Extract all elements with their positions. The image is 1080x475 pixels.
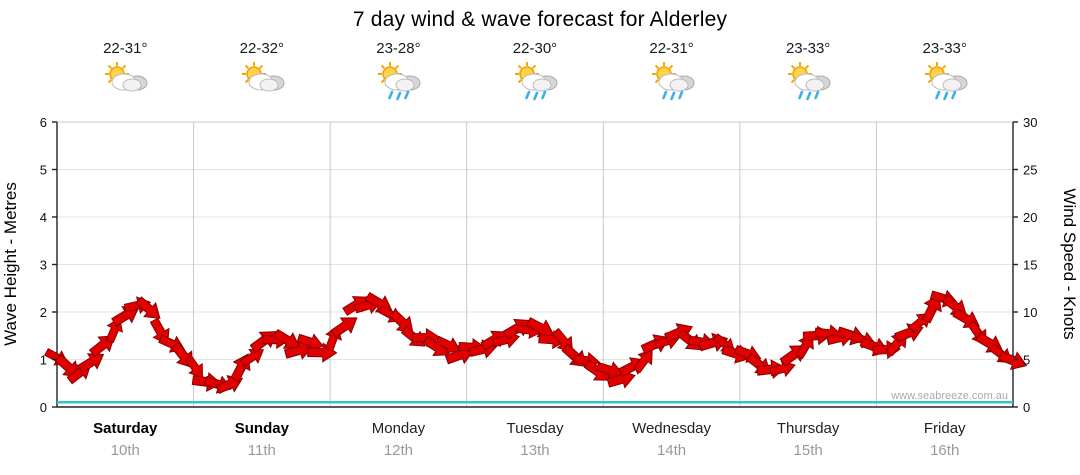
day-header: 22-30°	[467, 40, 604, 108]
watermark: www.seabreeze.com.au	[890, 390, 1008, 402]
left-tick-label: 3	[40, 258, 47, 273]
left-tick-label: 0	[40, 400, 47, 415]
cloud-icon	[248, 73, 285, 92]
cloud-icon	[521, 73, 558, 92]
left-axis-label: Wave Height - Metres	[1, 182, 20, 346]
day-footer: Sunday 11th	[194, 420, 331, 459]
day-name-label: Thursday	[776, 420, 840, 437]
day-temperature-range: 22-30°	[512, 40, 558, 57]
day-header: 22-32°	[194, 40, 331, 108]
day-temperature-range: 22-31°	[103, 40, 148, 57]
day-footer: Monday 12th	[330, 420, 467, 459]
day-name-label: Monday	[371, 420, 426, 437]
chart-grid	[56, 121, 1014, 408]
rain-drops-icon	[661, 90, 683, 101]
day-name-label: Saturday	[93, 420, 158, 437]
day-date-label: 16th	[930, 442, 960, 459]
day-header: 23-33°	[740, 40, 877, 108]
page-title: 7 day wind & wave forecast for Alderley	[352, 8, 728, 31]
right-axis-label: Wind Speed - Knots	[1060, 188, 1079, 339]
left-tick-label: 1	[40, 353, 47, 368]
rain-drops-icon	[934, 90, 957, 101]
sun-cloud-icon	[241, 62, 285, 92]
day-header: 22-31°	[603, 40, 740, 108]
day-footer: Wednesday 14th	[603, 420, 740, 459]
day-temperature-range: 23-33°	[922, 40, 967, 57]
wind-arrow-band	[44, 289, 1028, 394]
right-tick-label: 30	[1023, 115, 1037, 130]
day-name-label: Friday	[923, 420, 966, 437]
right-tick-label: 25	[1023, 163, 1037, 178]
day-header: 23-28°	[330, 40, 467, 108]
day-temperature-range: 22-32°	[239, 40, 285, 57]
cloud-icon	[794, 73, 831, 92]
day-date-label: 10th	[110, 442, 140, 459]
day-date-label: 11th	[247, 442, 276, 459]
day-date-label: 12th	[383, 442, 414, 459]
sun-cloud-rain-icon	[378, 62, 421, 101]
day-footer: Friday 16th	[876, 420, 1013, 459]
day-date-label: 13th	[520, 442, 550, 459]
day-temperature-range: 23-28°	[376, 40, 421, 57]
sun-cloud-icon	[105, 62, 148, 92]
day-footer: Thursday 15th	[740, 420, 877, 459]
day-footer: Tuesday 13th	[467, 420, 604, 459]
day-temperature-range: 22-31°	[649, 40, 694, 57]
day-footer: Saturday 10th	[57, 420, 194, 459]
right-tick-label: 0	[1023, 400, 1030, 415]
sun-cloud-rain-icon	[924, 62, 968, 101]
cloud-icon	[931, 73, 968, 92]
left-tick-label: 5	[40, 163, 47, 178]
day-header: 23-33°	[876, 40, 1013, 108]
rain-drops-icon	[388, 90, 410, 101]
sun-cloud-rain-icon	[651, 62, 695, 101]
day-temperature-range: 23-33°	[785, 40, 831, 57]
rain-drops-icon	[525, 90, 547, 101]
cloud-icon	[658, 73, 695, 92]
cloud-icon	[111, 73, 148, 92]
day-header: 22-31°	[57, 40, 194, 108]
day-name-label: Wednesday	[632, 420, 712, 437]
left-tick-label: 4	[40, 210, 47, 225]
axis-ticks: 0 1 2 3 4 5 6 0 5 10 15 20 25 30	[40, 115, 1038, 415]
right-tick-label: 20	[1023, 210, 1037, 225]
right-tick-label: 5	[1023, 353, 1030, 368]
sun-cloud-rain-icon	[514, 62, 558, 101]
rain-drops-icon	[798, 90, 820, 101]
left-tick-label: 6	[40, 115, 47, 130]
day-name-label: Sunday	[234, 420, 289, 437]
sun-cloud-rain-icon	[788, 62, 831, 101]
left-tick-label: 2	[40, 305, 47, 320]
day-name-label: Tuesday	[506, 420, 564, 437]
cloud-icon	[384, 73, 421, 92]
right-tick-label: 15	[1023, 258, 1037, 273]
right-tick-label: 10	[1023, 305, 1037, 320]
day-date-label: 15th	[793, 442, 823, 459]
day-date-label: 14th	[656, 442, 687, 459]
